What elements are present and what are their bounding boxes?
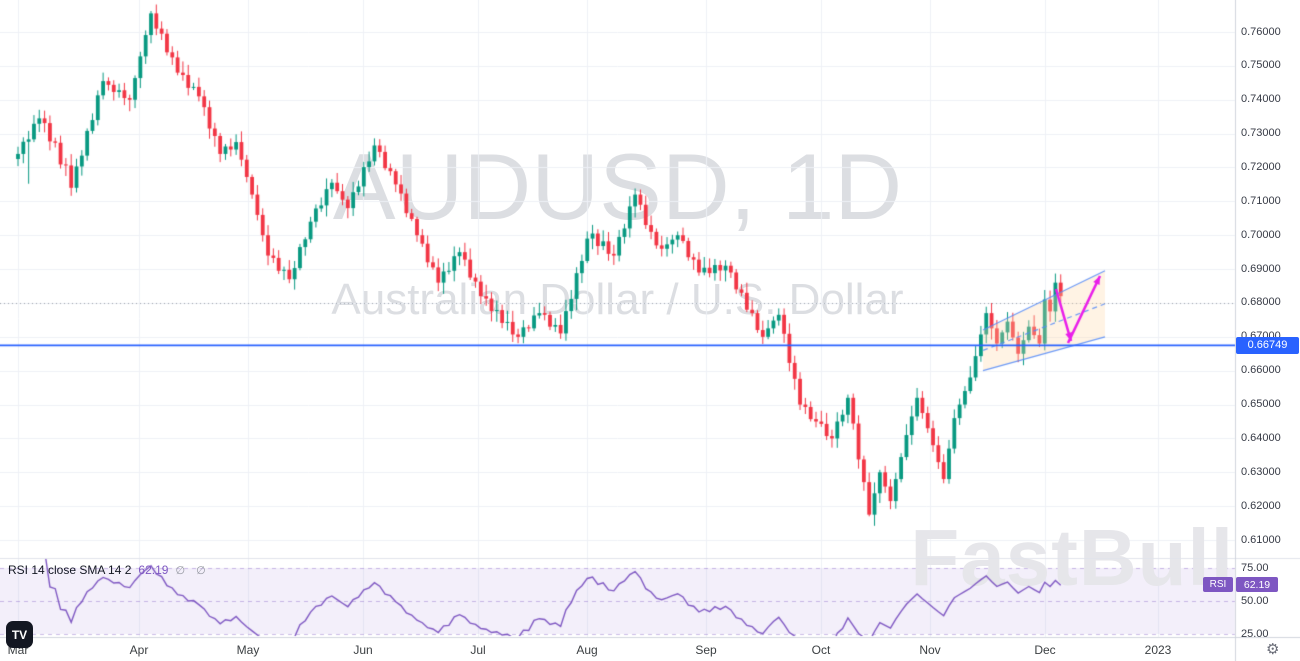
active-price-label: 0.66749 [1236, 337, 1299, 354]
price-axis-label: 0.70000 [1241, 229, 1281, 241]
rsi-indicator-header[interactable]: RSI 14 close SMA 14 2 62.19 ∅ ∅ [8, 563, 210, 577]
tradingview-logo[interactable]: TV [6, 621, 33, 648]
price-axis-label: 0.65000 [1241, 398, 1281, 410]
rsi-value-badge: 62.19 [1236, 577, 1278, 592]
time-axis-label: Jul [470, 643, 485, 657]
price-axis-label: 0.74000 [1241, 93, 1281, 105]
price-axis-label: 0.75000 [1241, 59, 1281, 71]
rsi-level-label: 25.00 [1241, 628, 1269, 640]
settings-gear-icon[interactable]: ⚙ [1266, 640, 1279, 658]
price-axis-label: 0.69000 [1241, 263, 1281, 275]
price-axis-label: 0.63000 [1241, 466, 1281, 478]
rsi-current-value: 62.19 [138, 563, 168, 577]
rsi-header-title: RSI 14 close SMA 14 2 [8, 563, 131, 577]
chart-window: AUDUSD, 1D Australian Dollar / U.S. Doll… [0, 0, 1300, 661]
time-axis-label: Sep [695, 643, 716, 657]
time-axis-label: Oct [812, 643, 831, 657]
price-axis-label: 0.61000 [1241, 534, 1281, 546]
rsi-axis-tag: RSI [1203, 577, 1233, 592]
price-axis-label: 0.76000 [1241, 26, 1281, 38]
chart-canvas[interactable] [0, 0, 1300, 661]
price-axis-label: 0.72000 [1241, 161, 1281, 173]
price-axis-label: 0.68000 [1241, 296, 1281, 308]
price-axis-label: 0.64000 [1241, 432, 1281, 444]
price-axis-label: 0.73000 [1241, 127, 1281, 139]
time-axis-label: Dec [1034, 643, 1055, 657]
price-axis[interactable]: 0.76000 0.75000 0.74000 0.73000 0.72000 0.710… [1236, 0, 1300, 661]
price-axis-label: 0.71000 [1241, 195, 1281, 207]
time-axis-label: Jun [353, 643, 372, 657]
rsi-level-label: 75.00 [1241, 562, 1269, 574]
time-axis-label: May [237, 643, 260, 657]
price-axis-label: 0.62000 [1241, 500, 1281, 512]
price-axis-label: 0.66000 [1241, 364, 1281, 376]
time-axis[interactable]: MarAprMayJunJulAugSepOctNovDec2023 [0, 638, 1235, 661]
time-axis-label: Apr [130, 643, 149, 657]
rsi-hidden-series-icon[interactable]: ∅ ∅ [175, 564, 209, 577]
time-axis-label: Nov [919, 643, 940, 657]
time-axis-label: Aug [576, 643, 597, 657]
rsi-level-label: 50.00 [1241, 595, 1269, 607]
tradingview-logo-text: TV [12, 628, 27, 642]
time-axis-label: 2023 [1145, 643, 1172, 657]
